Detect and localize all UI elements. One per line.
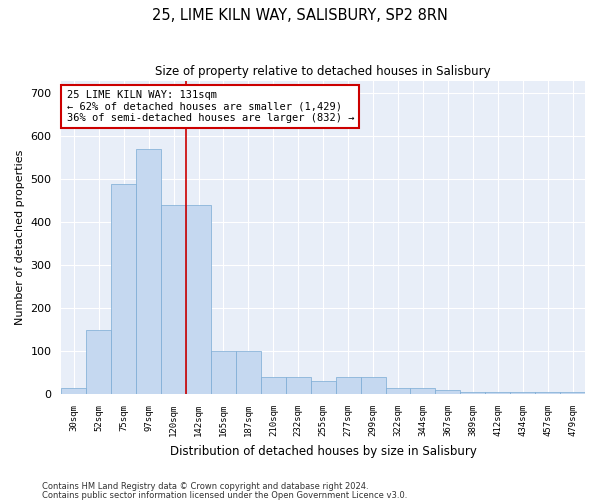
Bar	[136, 150, 161, 394]
Bar	[86, 330, 111, 394]
Text: 25 LIME KILN WAY: 131sqm
← 62% of detached houses are smaller (1,429)
36% of sem: 25 LIME KILN WAY: 131sqm ← 62% of detach…	[67, 90, 354, 123]
Text: Contains public sector information licensed under the Open Government Licence v3: Contains public sector information licen…	[42, 490, 407, 500]
Bar	[161, 205, 186, 394]
Text: Contains HM Land Registry data © Crown copyright and database right 2024.: Contains HM Land Registry data © Crown c…	[42, 482, 368, 491]
Bar	[436, 390, 460, 394]
Bar	[286, 377, 311, 394]
Bar	[261, 377, 286, 394]
Bar	[535, 392, 560, 394]
Bar	[61, 388, 86, 394]
Bar	[386, 388, 410, 394]
Bar	[560, 392, 585, 394]
Bar	[211, 351, 236, 394]
Bar	[410, 388, 436, 394]
X-axis label: Distribution of detached houses by size in Salisbury: Distribution of detached houses by size …	[170, 444, 476, 458]
Bar	[485, 392, 510, 394]
Y-axis label: Number of detached properties: Number of detached properties	[15, 150, 25, 325]
Title: Size of property relative to detached houses in Salisbury: Size of property relative to detached ho…	[155, 65, 491, 78]
Bar	[510, 392, 535, 394]
Bar	[311, 382, 335, 394]
Bar	[186, 205, 211, 394]
Bar	[361, 377, 386, 394]
Text: 25, LIME KILN WAY, SALISBURY, SP2 8RN: 25, LIME KILN WAY, SALISBURY, SP2 8RN	[152, 8, 448, 22]
Bar	[460, 392, 485, 394]
Bar	[111, 184, 136, 394]
Bar	[236, 351, 261, 394]
Bar	[335, 377, 361, 394]
